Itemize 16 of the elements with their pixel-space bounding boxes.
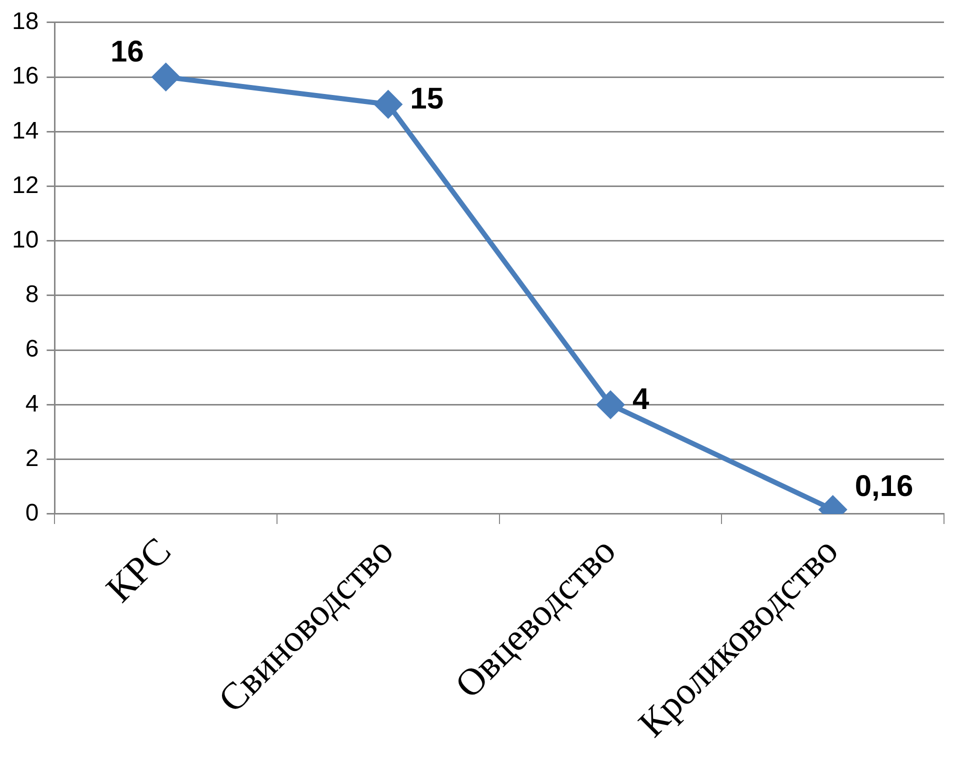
y-tick-label: 8: [25, 281, 39, 308]
y-tick-label: 14: [12, 117, 39, 144]
data-label: 0,16: [854, 470, 914, 503]
y-tick-label: 6: [25, 336, 39, 363]
y-tick-label: 0: [25, 500, 39, 527]
point: [152, 64, 180, 91]
y-tick-label: 2: [25, 444, 39, 472]
data-label: 16: [110, 35, 144, 68]
data-label: 15: [410, 82, 444, 116]
y-tick-label: 4: [25, 390, 39, 418]
data-label: 4: [632, 382, 650, 416]
y-tick-label: 18: [12, 8, 39, 36]
y-tick-label: 12: [12, 172, 39, 199]
point: [374, 90, 402, 118]
y-tick-label: 16: [12, 62, 39, 90]
y-tick-label: 10: [12, 226, 39, 254]
